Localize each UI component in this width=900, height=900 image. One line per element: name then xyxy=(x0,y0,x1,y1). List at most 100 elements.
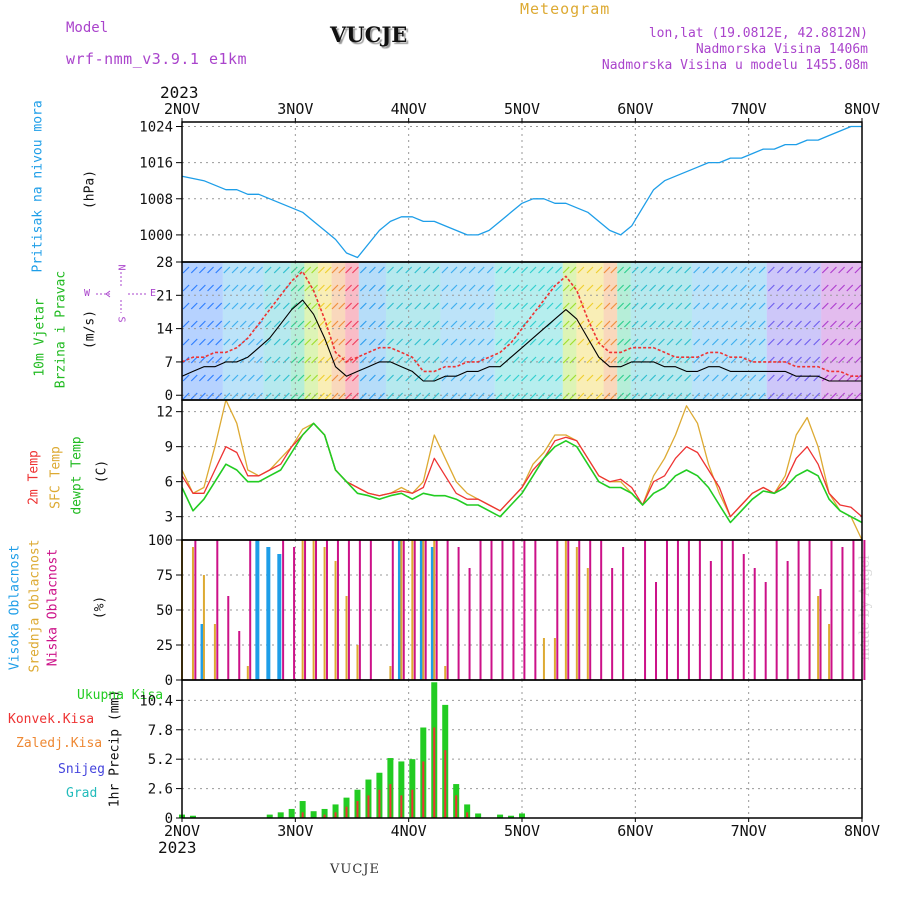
wind-barb xyxy=(441,392,449,400)
wind-barb xyxy=(468,302,476,310)
wind-barb xyxy=(338,338,346,346)
wind-barb xyxy=(414,338,422,346)
wind-barb xyxy=(649,302,657,310)
wind-barb xyxy=(368,356,376,364)
wind-barb xyxy=(486,302,494,310)
wind-barb xyxy=(711,284,719,292)
cloud-low-bar xyxy=(578,540,581,680)
wind-barb xyxy=(623,320,631,328)
cloud-low-bar xyxy=(600,540,603,680)
wind-barb xyxy=(702,320,710,328)
wind-barb xyxy=(538,302,545,310)
total-precip-bar xyxy=(277,812,284,818)
wind-barb xyxy=(273,374,281,382)
wind-barb xyxy=(684,392,692,400)
wind-speed-line xyxy=(181,299,862,382)
wind-barb xyxy=(351,284,359,292)
wind-barb xyxy=(190,320,198,328)
wind-barb xyxy=(711,392,719,400)
wind-barb xyxy=(477,338,485,346)
wind-barb xyxy=(198,338,206,346)
wind-barb xyxy=(324,284,332,292)
wind-barb xyxy=(830,302,837,310)
cloud-high-bar xyxy=(277,554,282,680)
wind-barb xyxy=(459,356,467,364)
wind-barb xyxy=(546,302,554,310)
wind-barb xyxy=(290,374,298,382)
wind-barb xyxy=(555,338,562,346)
wind-barb xyxy=(387,302,394,310)
y-tick-label: 10.4 xyxy=(139,693,173,709)
wind-barb xyxy=(459,338,467,346)
x-tick-label-top: 8NOV xyxy=(844,100,880,118)
wind-barb xyxy=(569,338,577,346)
wind-barb xyxy=(657,338,665,346)
wind-barb xyxy=(247,392,255,400)
wind-barb xyxy=(767,302,775,310)
cloud-low-bar xyxy=(731,540,734,680)
wind-barb xyxy=(423,302,431,310)
wind-barb xyxy=(586,266,594,274)
wind-barb xyxy=(311,338,319,346)
wind-barb xyxy=(830,374,837,382)
wind-barb xyxy=(610,374,618,382)
wind-barb xyxy=(577,266,585,274)
cloud-low-bar xyxy=(622,547,625,680)
wind-barb xyxy=(776,302,784,310)
wind-barb xyxy=(239,302,247,310)
wind-barb xyxy=(215,302,223,310)
wind-barb xyxy=(730,266,738,274)
total-precip-bar xyxy=(508,815,515,818)
wind-barb xyxy=(666,338,674,346)
wind-barb xyxy=(304,392,312,400)
wind-barb xyxy=(640,302,648,310)
wind-barb xyxy=(331,392,339,400)
wind-barb xyxy=(521,338,528,346)
cloud-low-bar xyxy=(655,582,658,680)
cloud-low-bar xyxy=(424,540,427,680)
wind-barb xyxy=(795,302,802,310)
wind-barb xyxy=(595,320,603,328)
wind-barb xyxy=(795,392,802,400)
wind-barb xyxy=(617,284,625,292)
wind-barb xyxy=(617,266,625,274)
cloud-low-bar xyxy=(611,568,614,680)
wind-barb xyxy=(569,392,577,400)
legend-graupel: Grad xyxy=(66,786,98,801)
wind-barb xyxy=(207,320,214,328)
wind-barb xyxy=(830,392,837,400)
wind-barb xyxy=(231,338,239,346)
wind-barb xyxy=(331,320,339,328)
wind-barb xyxy=(795,266,802,274)
wind-barb xyxy=(324,302,332,310)
wind-barb xyxy=(239,320,247,328)
wind-barb xyxy=(623,338,631,346)
wind-gust-line xyxy=(181,270,862,378)
wind-barb xyxy=(264,338,272,346)
cloud-mid-bar xyxy=(213,624,216,680)
wind-barb xyxy=(838,392,846,400)
wind-barb xyxy=(387,338,394,346)
wind-barb xyxy=(666,392,674,400)
cloud-low-bar xyxy=(720,540,723,680)
wind-barb xyxy=(846,320,854,328)
wind-barb xyxy=(297,392,305,400)
wind-barb xyxy=(795,284,802,292)
wind-barb xyxy=(721,374,729,382)
wind-barb xyxy=(345,266,353,274)
cloud-low-bar xyxy=(293,547,296,680)
y-tick-label: 7.8 xyxy=(148,723,173,739)
wind-barb xyxy=(854,284,862,292)
wind-barb xyxy=(359,284,367,292)
wind-barb xyxy=(297,266,305,274)
wind-barb xyxy=(711,302,719,310)
wind-barb xyxy=(414,392,422,400)
wind-barb xyxy=(477,320,485,328)
wind-barb xyxy=(495,284,503,292)
wind-barb xyxy=(441,266,449,274)
wind-barb xyxy=(273,284,281,292)
wind-barb xyxy=(684,266,692,274)
cloud-mid-bar xyxy=(542,638,545,680)
cloud-mid-bar xyxy=(191,547,194,680)
wind-barb xyxy=(378,374,385,382)
